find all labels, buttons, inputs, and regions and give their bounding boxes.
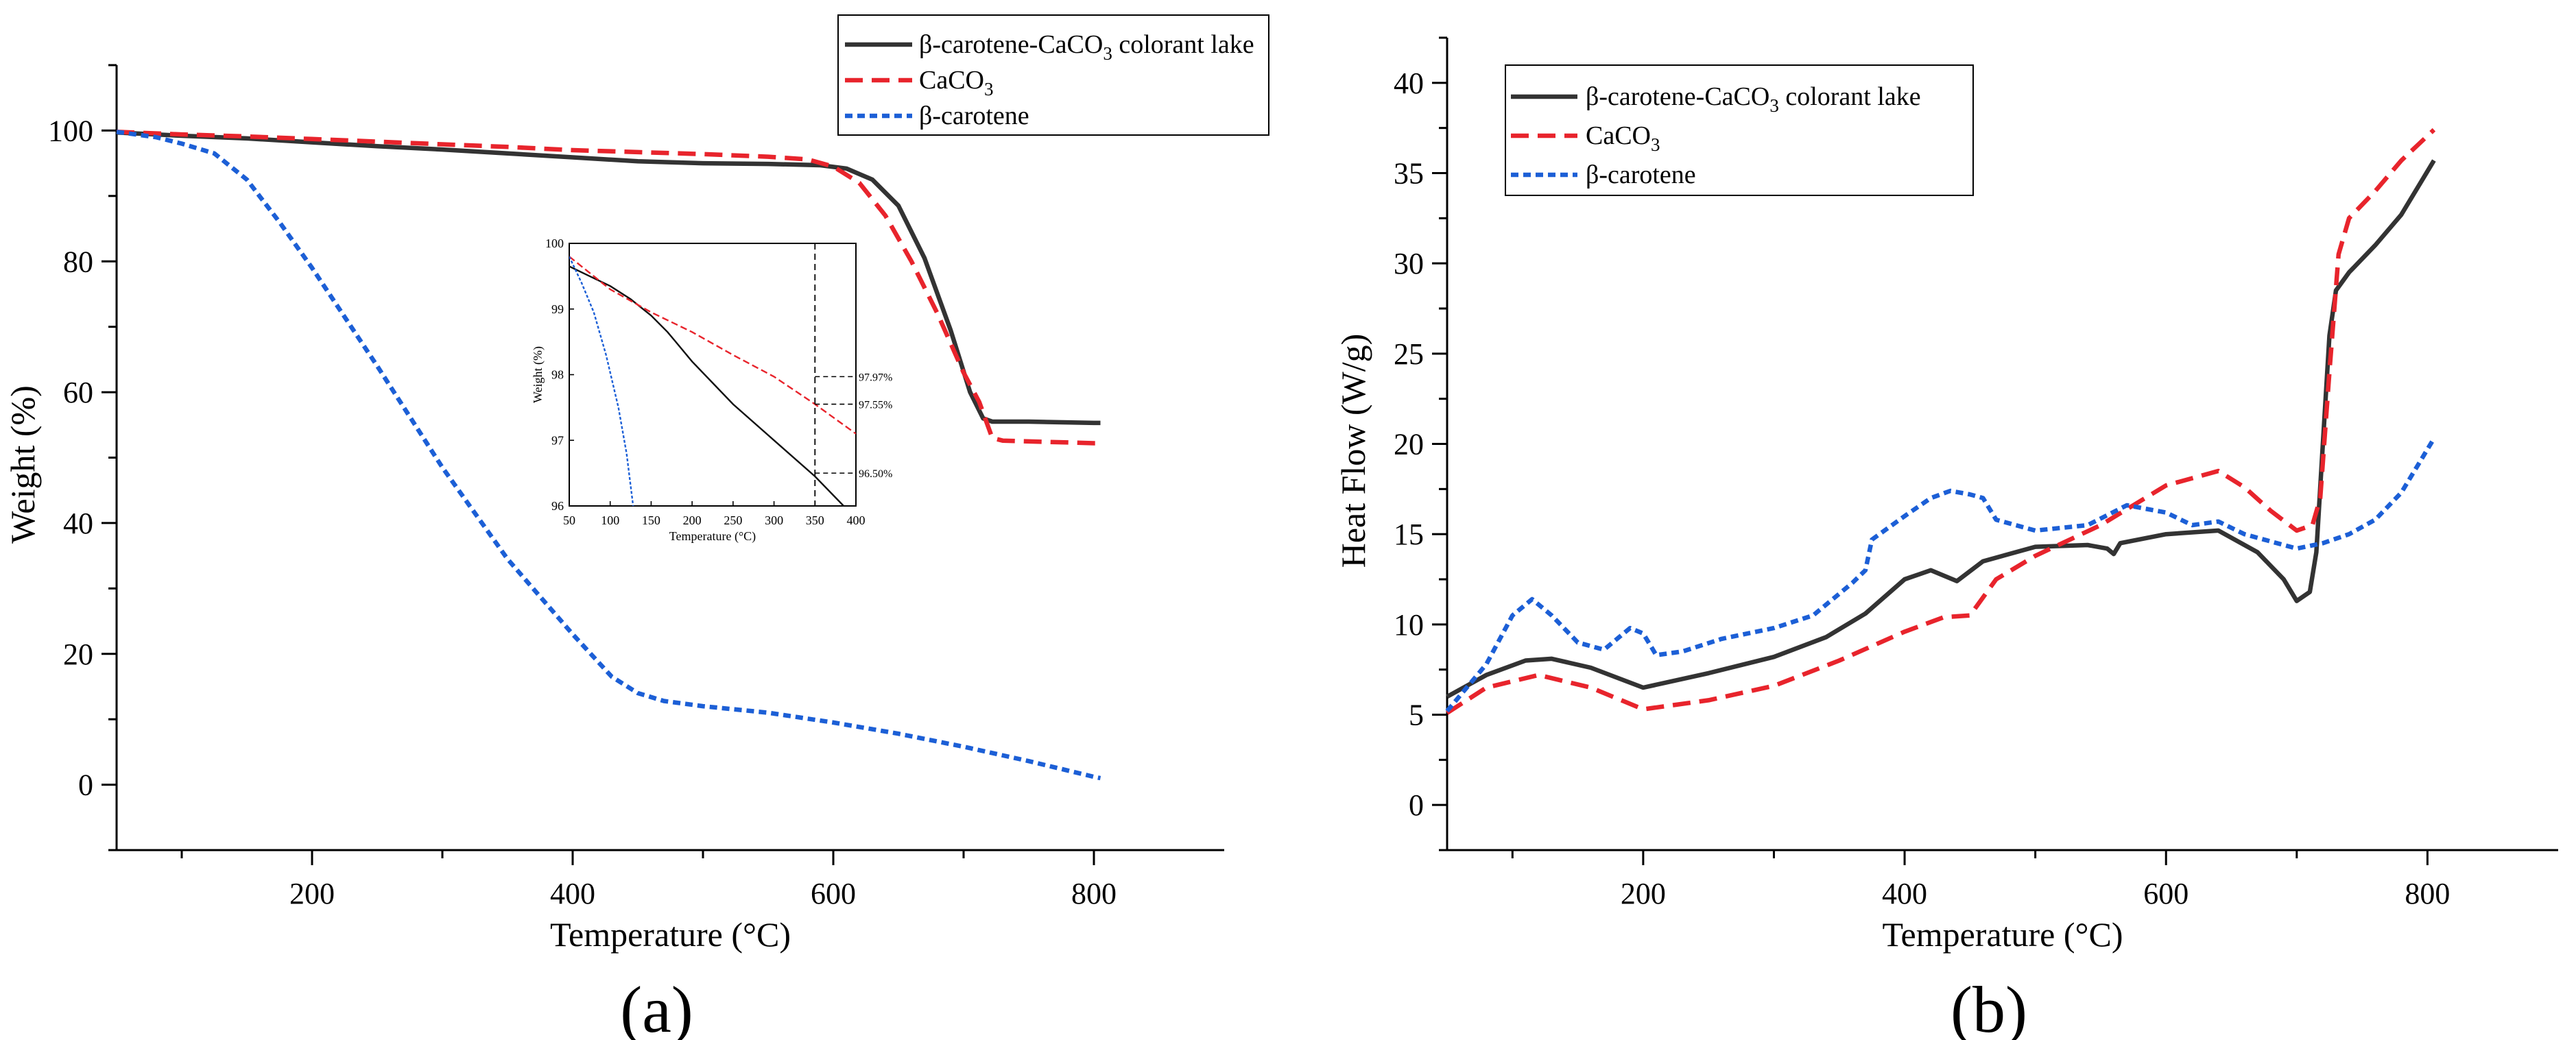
inset-y-tick-label: 98 bbox=[551, 368, 564, 382]
y-tick-label: 30 bbox=[1394, 247, 1424, 280]
legend-label-subscript: 3 bbox=[984, 79, 994, 99]
x-tick-label: 400 bbox=[550, 877, 595, 910]
y-axis-title: Heat Flow (W/g) bbox=[1334, 334, 1372, 568]
inset-x-axis-title: Temperature (°C) bbox=[669, 529, 756, 544]
y-tick-label: 15 bbox=[1394, 518, 1424, 551]
inset-x-tick-label: 100 bbox=[601, 513, 619, 527]
x-tick-label: 800 bbox=[1071, 877, 1117, 910]
inset-y-tick-label: 96 bbox=[551, 499, 564, 513]
inset-annotation-label: 96.50% bbox=[859, 468, 892, 480]
x-axis-title: Temperature (°C) bbox=[1882, 915, 2123, 954]
y-tick-label: 5 bbox=[1409, 699, 1424, 732]
inset-x-tick-label: 50 bbox=[563, 513, 575, 527]
series-line-1 bbox=[1446, 128, 2436, 715]
y-tick-label: 80 bbox=[63, 245, 93, 278]
series-line-0 bbox=[116, 130, 1101, 426]
panel-label: (b) bbox=[1951, 973, 2027, 1040]
legend-label-subscript: 3 bbox=[1103, 43, 1112, 64]
inset-x-tick-label: 350 bbox=[806, 513, 824, 527]
inset-y-tick-label: 99 bbox=[551, 302, 564, 316]
y-tick-label: 20 bbox=[63, 638, 93, 671]
inset-y-axis-title: Weight (%) bbox=[531, 346, 545, 403]
panel-b-chart: 200 400 600 800 0 5 10 15 20 25 30 35 40 Temperature … bbox=[1334, 36, 2558, 1040]
x-axis-title: Temperature (°C) bbox=[550, 915, 791, 954]
x-tick-label: 200 bbox=[1621, 877, 1666, 910]
series-line-1 bbox=[116, 130, 1101, 446]
inset-annotation-label: 97.55% bbox=[859, 400, 892, 411]
legend-label-main: β-carotene-CaCO bbox=[919, 30, 1103, 59]
inset-x-tick-label: 200 bbox=[683, 513, 702, 527]
legend-label-2: β-carotene bbox=[1586, 160, 1696, 189]
inset-x-tick-label: 400 bbox=[847, 513, 866, 527]
y-tick-label: 10 bbox=[1394, 608, 1424, 642]
legend-label-main: CaCO bbox=[1586, 121, 1651, 150]
legend-label-1: CaCO3 bbox=[919, 66, 994, 99]
y-tick-label: 40 bbox=[1394, 66, 1424, 100]
inset-x-tick-label: 150 bbox=[642, 513, 660, 527]
y-tick-label: 0 bbox=[78, 769, 93, 802]
inset-series-line-0 bbox=[569, 265, 844, 506]
panel-a-chart: 200 400 600 800 0 20 40 60 80 100 Temperature (°C)… bbox=[3, 14, 1269, 1040]
y-tick-label: 20 bbox=[1394, 428, 1424, 461]
series-line-2 bbox=[1445, 437, 2436, 713]
y-tick-label: 100 bbox=[48, 114, 93, 147]
panel-label: (a) bbox=[620, 973, 693, 1040]
inset-annotation-label: 97.97% bbox=[859, 372, 892, 383]
x-tick-label: 200 bbox=[289, 877, 335, 910]
legend-box bbox=[1505, 64, 1974, 196]
legend-label-main: β-carotene bbox=[1586, 160, 1696, 189]
inset-chart: 50 100 150 200 250 300 350 400 96 97 98 99 100 Temper… bbox=[531, 237, 892, 544]
legend-label-1: CaCO3 bbox=[1586, 121, 1660, 155]
inset-x-tick-label: 300 bbox=[765, 513, 783, 527]
inset-frame bbox=[569, 243, 857, 507]
legend-label-main: CaCO bbox=[919, 66, 984, 95]
y-tick-label: 40 bbox=[63, 507, 93, 540]
inset-y-tick-label: 97 bbox=[551, 433, 564, 447]
legend-label-subscript: 3 bbox=[1769, 95, 1779, 116]
inset-series-line-1 bbox=[569, 256, 856, 435]
legend-label-subscript: 3 bbox=[1651, 134, 1660, 155]
series-line-2 bbox=[116, 130, 1101, 781]
y-axis-title: Weight (%) bbox=[3, 385, 42, 544]
y-tick-label: 35 bbox=[1394, 157, 1424, 191]
inset-y-tick-label: 100 bbox=[545, 237, 564, 250]
x-tick-label: 800 bbox=[2405, 877, 2450, 910]
x-tick-label: 600 bbox=[811, 877, 856, 910]
legend-label-main: β-carotene bbox=[919, 101, 1029, 130]
legend-label-0: β-carotene-CaCO3 colorant lake bbox=[919, 30, 1254, 64]
inset-series-line-2 bbox=[569, 256, 634, 506]
legend-label-2: β-carotene bbox=[919, 101, 1029, 130]
inset-plot-area bbox=[569, 256, 856, 506]
x-tick-label: 400 bbox=[1882, 877, 1927, 910]
y-tick-label: 0 bbox=[1409, 788, 1424, 822]
y-tick-label: 25 bbox=[1394, 337, 1424, 371]
series-line-0 bbox=[1446, 159, 2436, 699]
legend-label-main: β-carotene-CaCO bbox=[1586, 82, 1769, 111]
x-tick-label: 600 bbox=[2143, 877, 2189, 910]
legend-label-0: β-carotene-CaCO3 colorant lake bbox=[1586, 82, 1921, 116]
legend-label-tail: colorant lake bbox=[1779, 82, 1921, 111]
y-tick-label: 60 bbox=[63, 376, 93, 409]
inset-x-tick-label: 250 bbox=[724, 513, 742, 527]
legend-label-tail: colorant lake bbox=[1112, 30, 1254, 59]
